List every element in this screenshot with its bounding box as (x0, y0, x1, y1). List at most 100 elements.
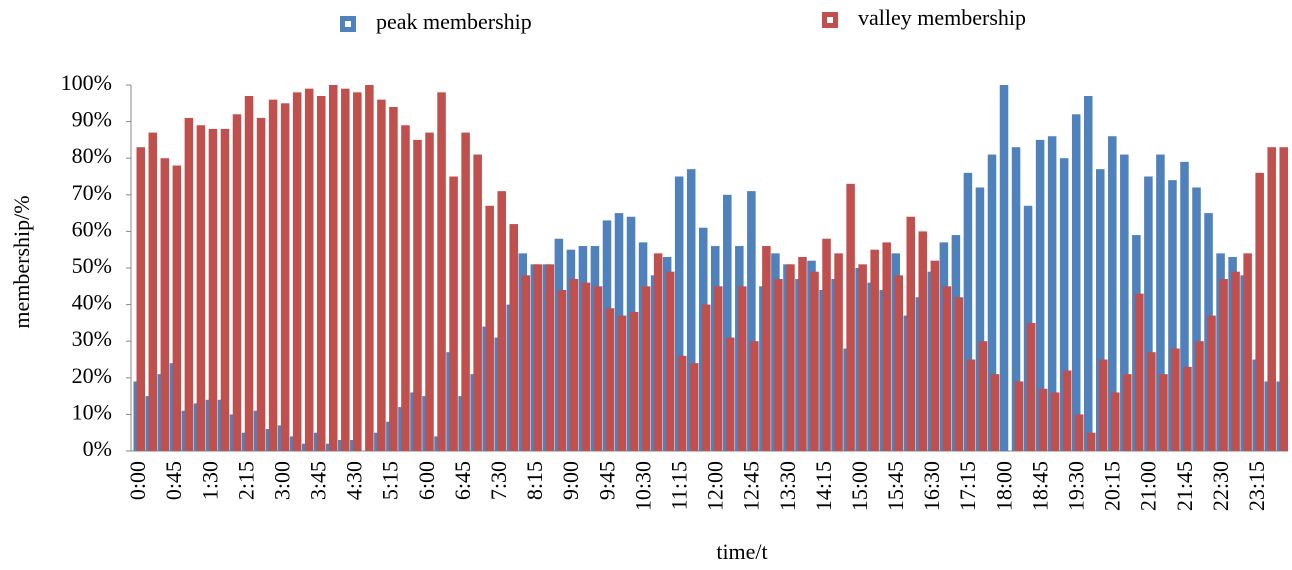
bar (1180, 161, 1189, 452)
bar (786, 264, 795, 451)
bar (674, 176, 684, 451)
bar (304, 88, 314, 451)
bar (714, 286, 723, 451)
bar (160, 158, 170, 451)
bar (545, 264, 555, 451)
bar (858, 264, 867, 451)
bar (316, 95, 326, 451)
x-tick-label: 3:00 (269, 461, 294, 500)
y-tick-label: 20% (72, 363, 112, 388)
bar (701, 304, 711, 451)
bar (220, 128, 230, 452)
x-tick-label: 0:00 (125, 461, 150, 500)
bar (1086, 432, 1096, 451)
bar (256, 117, 266, 451)
bar (196, 125, 206, 451)
bar (1135, 293, 1144, 451)
bar (738, 286, 747, 451)
bar (978, 341, 988, 451)
bar (629, 311, 639, 451)
bar (244, 95, 254, 451)
y-tick-label: 80% (72, 143, 112, 168)
bar (1071, 114, 1081, 451)
bar (689, 363, 699, 451)
x-tick-label: 9:45 (594, 461, 619, 500)
bar (966, 359, 976, 451)
bar (1111, 392, 1120, 451)
bar (1144, 176, 1153, 451)
bar (509, 224, 518, 451)
bar (723, 194, 732, 452)
legend-swatch-inner (827, 17, 833, 23)
bar (413, 139, 422, 451)
x-tick-label: 16:30 (919, 461, 944, 511)
bar (425, 132, 434, 451)
bar (1062, 370, 1072, 451)
bar (485, 205, 494, 451)
bar (1038, 388, 1048, 451)
bar (1267, 147, 1276, 451)
bar (377, 99, 386, 451)
x-tick-label: 2:15 (233, 461, 258, 500)
bar (497, 191, 506, 451)
bar (762, 246, 771, 451)
bar (894, 275, 903, 451)
x-tick-label: 1:30 (197, 461, 222, 500)
bar (605, 308, 615, 451)
bar (437, 92, 446, 451)
bar (822, 238, 831, 451)
bar (1123, 374, 1132, 451)
y-tick-label: 100% (61, 70, 112, 95)
bar (401, 125, 410, 451)
bar (686, 169, 696, 451)
bar (268, 99, 278, 451)
bar (1108, 136, 1117, 452)
bar (677, 355, 687, 451)
bar (846, 183, 855, 451)
bar (172, 165, 182, 451)
x-tick-label: 22:30 (1208, 461, 1233, 511)
bar (810, 271, 819, 451)
x-tick-label: 5:15 (378, 461, 403, 500)
bar (747, 191, 756, 451)
bar (1159, 374, 1168, 451)
bar (1231, 271, 1240, 451)
bar (1255, 172, 1264, 451)
bar (1183, 366, 1192, 451)
bar (148, 132, 158, 451)
x-tick-label: 23:15 (1244, 461, 1269, 511)
bar (1147, 352, 1156, 451)
y-axis-label: membership/% (9, 195, 34, 328)
bar (975, 187, 985, 452)
legend-swatch-inner (345, 21, 351, 27)
bar (557, 289, 567, 451)
x-tick-label: 17:15 (955, 461, 980, 511)
bar (208, 128, 218, 452)
x-axis-label: time/t (716, 539, 767, 564)
x-tick-label: 21:00 (1136, 461, 1161, 511)
x-tick-label: 12:45 (739, 461, 764, 511)
bar (641, 286, 651, 451)
y-tick-label: 10% (72, 399, 112, 424)
x-tick-label: 10:30 (630, 461, 655, 511)
bar (987, 154, 997, 452)
y-tick-label: 30% (72, 326, 112, 351)
bar (1120, 154, 1129, 452)
bar (1074, 414, 1084, 451)
bar (990, 374, 1000, 451)
x-tick-label: 13:30 (775, 461, 800, 511)
bar (232, 114, 242, 451)
x-tick-label: 20:15 (1100, 461, 1125, 511)
bar (473, 154, 482, 452)
bar (1096, 169, 1105, 451)
bar (1050, 392, 1060, 451)
bar (1083, 95, 1093, 451)
bar (461, 132, 470, 451)
bar (942, 286, 952, 451)
bar (906, 216, 916, 451)
x-tick-label: 9:00 (558, 461, 583, 500)
bar (1279, 147, 1288, 451)
bar (136, 147, 146, 451)
bar (1156, 154, 1165, 452)
